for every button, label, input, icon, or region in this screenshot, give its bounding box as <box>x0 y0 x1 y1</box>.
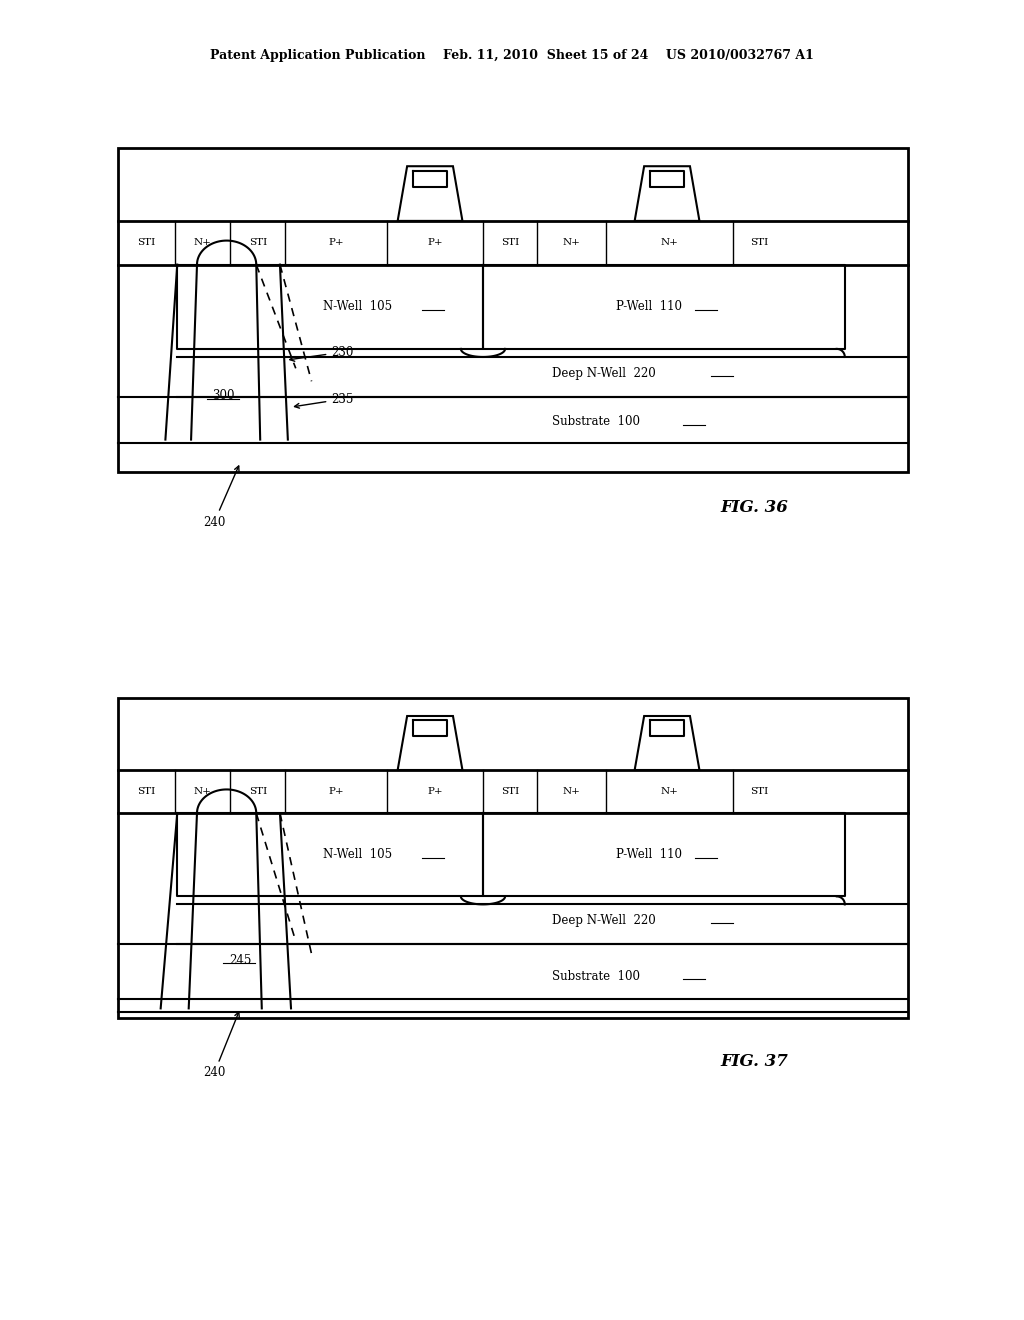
Text: STI: STI <box>137 787 156 796</box>
Text: Patent Application Publication    Feb. 11, 2010  Sheet 15 of 24    US 2010/00327: Patent Application Publication Feb. 11, … <box>210 49 814 62</box>
Text: Deep N-Well  220: Deep N-Well 220 <box>553 367 656 380</box>
Text: Substrate  100: Substrate 100 <box>553 970 640 983</box>
Text: 235: 235 <box>295 392 353 408</box>
Text: N+: N+ <box>562 787 581 796</box>
Polygon shape <box>635 166 699 220</box>
Text: N+: N+ <box>660 787 678 796</box>
Text: STI: STI <box>501 787 519 796</box>
Bar <box>118 148 908 473</box>
Text: 240: 240 <box>203 466 239 528</box>
Text: STI: STI <box>750 239 768 247</box>
Text: P+: P+ <box>427 787 442 796</box>
Text: P+: P+ <box>427 239 442 247</box>
Text: 245: 245 <box>229 954 252 966</box>
Text: STI: STI <box>750 787 768 796</box>
Text: N+: N+ <box>194 787 212 796</box>
Text: N-Well  105: N-Well 105 <box>324 300 392 313</box>
Text: STI: STI <box>249 239 267 247</box>
Polygon shape <box>635 715 699 770</box>
Polygon shape <box>397 715 463 770</box>
Text: P+: P+ <box>329 787 344 796</box>
Text: STI: STI <box>249 787 267 796</box>
Text: N+: N+ <box>562 239 581 247</box>
Polygon shape <box>397 166 463 220</box>
Text: Substrate  100: Substrate 100 <box>553 416 640 428</box>
Text: P-Well  110: P-Well 110 <box>615 300 682 313</box>
Text: N-Well  105: N-Well 105 <box>324 849 392 861</box>
Text: 230: 230 <box>290 346 353 362</box>
Text: N+: N+ <box>194 239 212 247</box>
Text: FIG. 36: FIG. 36 <box>720 499 787 516</box>
Text: STI: STI <box>501 239 519 247</box>
Text: 240: 240 <box>203 1012 240 1080</box>
Text: STI: STI <box>137 239 156 247</box>
Text: 300: 300 <box>212 389 234 403</box>
Text: N+: N+ <box>660 239 678 247</box>
Text: P+: P+ <box>329 239 344 247</box>
Text: Deep N-Well  220: Deep N-Well 220 <box>553 913 656 927</box>
Bar <box>118 698 908 1018</box>
Text: P-Well  110: P-Well 110 <box>615 849 682 861</box>
Text: FIG. 37: FIG. 37 <box>720 1053 787 1071</box>
